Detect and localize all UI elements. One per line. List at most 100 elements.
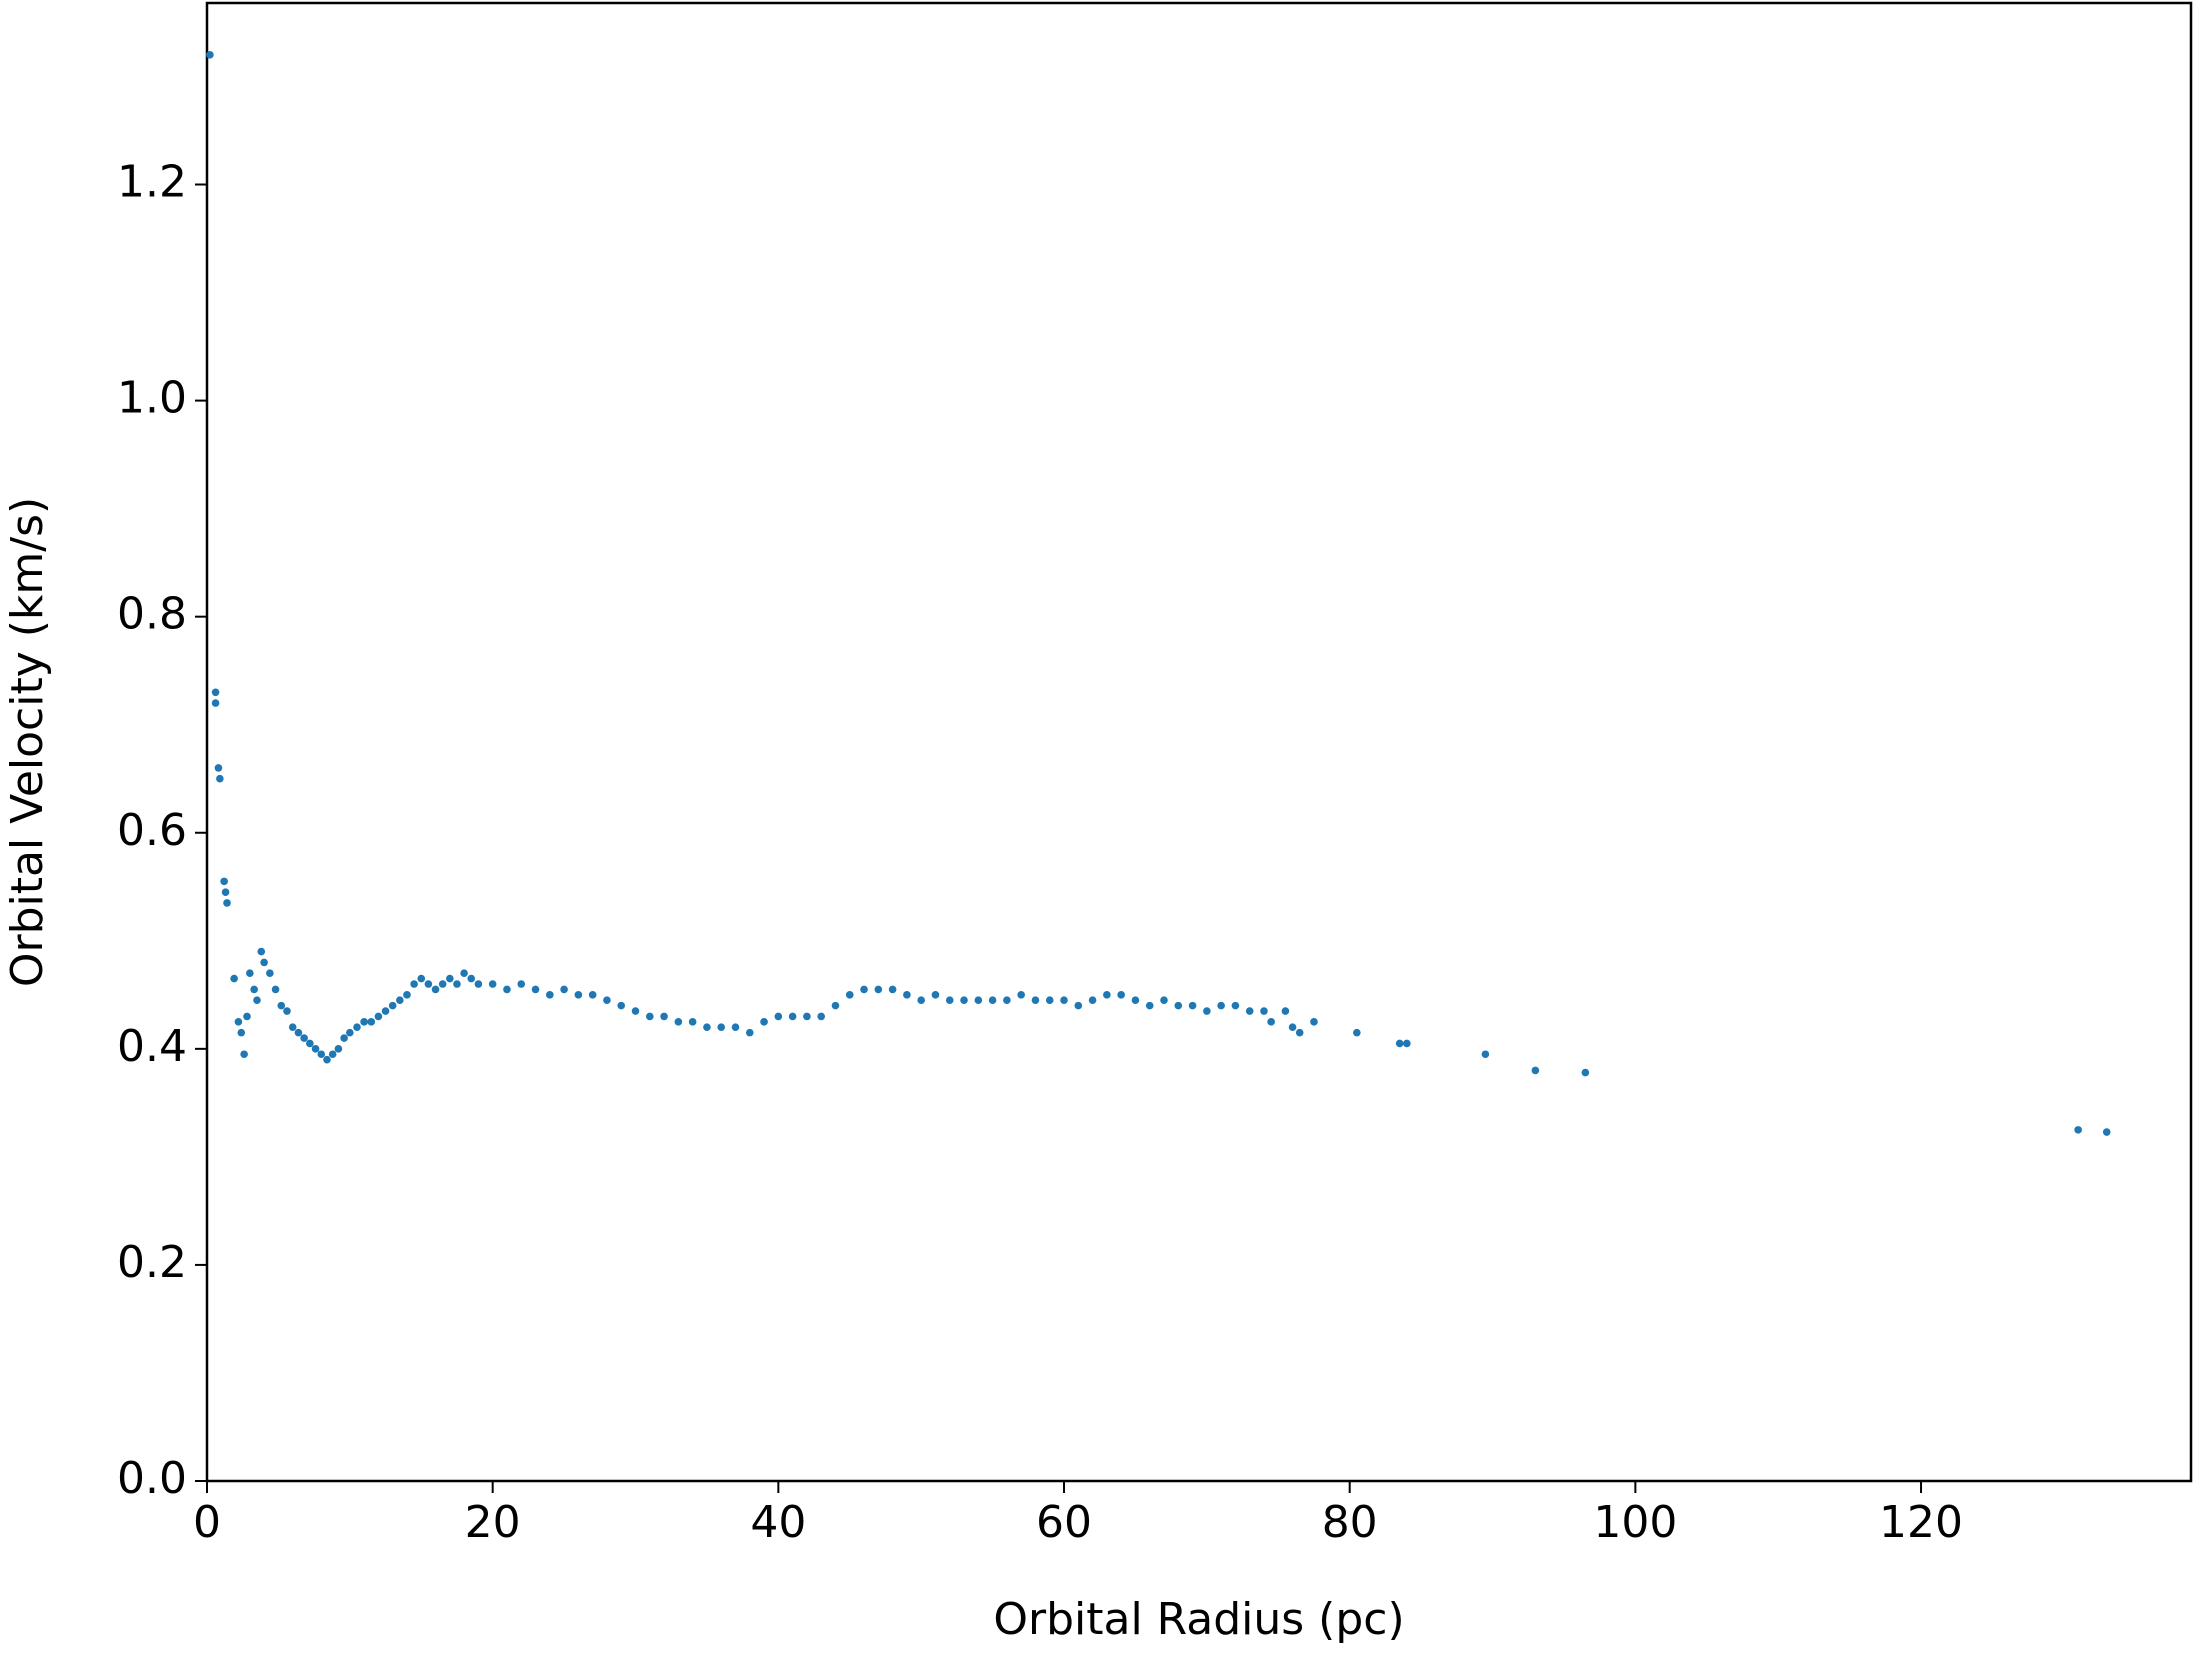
data-point [1295, 1028, 1304, 1037]
data-point [311, 1045, 320, 1053]
data-point [731, 1023, 740, 1032]
x-tick-label: 120 [1879, 1497, 1963, 1548]
data-point [1281, 1007, 1290, 1015]
data-point [917, 996, 925, 1005]
data-point [460, 969, 468, 978]
data-point [306, 1039, 314, 1048]
data-point [903, 991, 911, 999]
data-point [1045, 996, 1054, 1005]
data-point [531, 985, 540, 994]
data-point [223, 899, 231, 907]
data-point [220, 877, 228, 886]
data-point [931, 991, 940, 999]
data-point [294, 1028, 303, 1037]
data-point [271, 985, 280, 994]
data-point [1088, 996, 1097, 1005]
data-point [1288, 1023, 1297, 1032]
plot-frame [205, 1, 2193, 1483]
data-point [367, 1018, 376, 1026]
data-point [253, 996, 261, 1005]
data-point [1353, 1028, 1361, 1037]
data-point [1017, 991, 1025, 999]
data-point [340, 1034, 348, 1042]
data-point [960, 996, 968, 1005]
data-point [1160, 996, 1168, 1005]
data-point [388, 1001, 397, 1010]
data-point [424, 980, 433, 988]
data-point [1310, 1018, 1318, 1026]
data-point [503, 985, 511, 994]
data-point [240, 1050, 248, 1059]
data-point [660, 1012, 668, 1021]
data-point [221, 888, 230, 896]
data-point [631, 1007, 640, 1015]
data-point [453, 980, 461, 988]
data-point [300, 1034, 308, 1042]
data-point [588, 991, 597, 999]
data-point [560, 985, 568, 994]
data-point [1003, 996, 1011, 1005]
data-point [1188, 1001, 1197, 1010]
data-point [1581, 1068, 1590, 1077]
data-point [1481, 1050, 1490, 1059]
data-point [250, 985, 258, 994]
data-point [546, 991, 554, 999]
data-point [1395, 1039, 1404, 1048]
data-point [234, 1018, 243, 1026]
y-tick-label: 0.0 [117, 1453, 187, 1504]
data-point [845, 991, 854, 999]
data-point [888, 985, 897, 994]
data-point [645, 1012, 654, 1021]
data-point [1060, 996, 1068, 1005]
x-tick-label: 40 [750, 1497, 806, 1548]
data-point [467, 974, 476, 983]
data-point [603, 996, 611, 1005]
data-point [860, 985, 868, 994]
data-point [1245, 1007, 1254, 1015]
data-point [703, 1023, 711, 1032]
data-point [381, 1007, 390, 1015]
data-point [945, 996, 954, 1005]
data-point [431, 985, 440, 994]
data-point [266, 969, 274, 978]
data-point [2074, 1126, 2082, 1134]
data-point [323, 1055, 331, 1064]
data-point [988, 996, 997, 1005]
y-tick-label: 0.8 [117, 589, 187, 640]
data-point [1031, 996, 1040, 1005]
data-point [328, 1050, 337, 1059]
y-tick-label: 0.4 [117, 1021, 187, 1072]
y-tick-label: 0.6 [117, 805, 187, 856]
data-point [774, 1012, 783, 1021]
data-point [403, 991, 411, 999]
data-point [260, 958, 268, 967]
data-point [237, 1028, 246, 1037]
data-point [211, 688, 220, 697]
x-tick-label: 60 [1036, 1497, 1092, 1548]
data-point [206, 51, 214, 59]
data-point [1103, 991, 1111, 999]
data-point [1217, 1001, 1225, 1010]
x-tick-label: 20 [465, 1497, 521, 1548]
data-point [230, 974, 238, 983]
x-tick-label: 80 [1322, 1497, 1378, 1548]
data-point [745, 1028, 754, 1037]
data-point [788, 1012, 797, 1021]
data-point [214, 764, 223, 772]
data-point [374, 1012, 383, 1021]
data-point [1531, 1066, 1540, 1075]
data-point [288, 1023, 297, 1032]
y-axis-label: Orbital Velocity (km/s) [2, 497, 53, 987]
data-point [1403, 1039, 1411, 1048]
data-point [2102, 1128, 2111, 1136]
data-point [257, 947, 266, 956]
data-point [817, 1012, 825, 1021]
data-point [438, 980, 447, 988]
data-point [346, 1028, 354, 1037]
data-point [1231, 1001, 1240, 1010]
data-point [1145, 1001, 1154, 1010]
data-point [1267, 1018, 1275, 1026]
data-point [831, 1001, 840, 1010]
data-point [1203, 1007, 1211, 1015]
